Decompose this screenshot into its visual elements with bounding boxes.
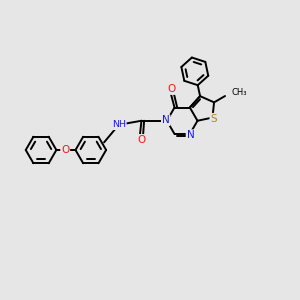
- Text: N: N: [162, 115, 170, 125]
- Text: O: O: [137, 135, 146, 145]
- Text: S: S: [210, 114, 217, 124]
- Text: NH: NH: [112, 120, 126, 129]
- Text: N: N: [187, 130, 194, 140]
- Text: O: O: [61, 145, 69, 155]
- Text: O: O: [167, 84, 176, 94]
- Text: CH₃: CH₃: [232, 88, 248, 97]
